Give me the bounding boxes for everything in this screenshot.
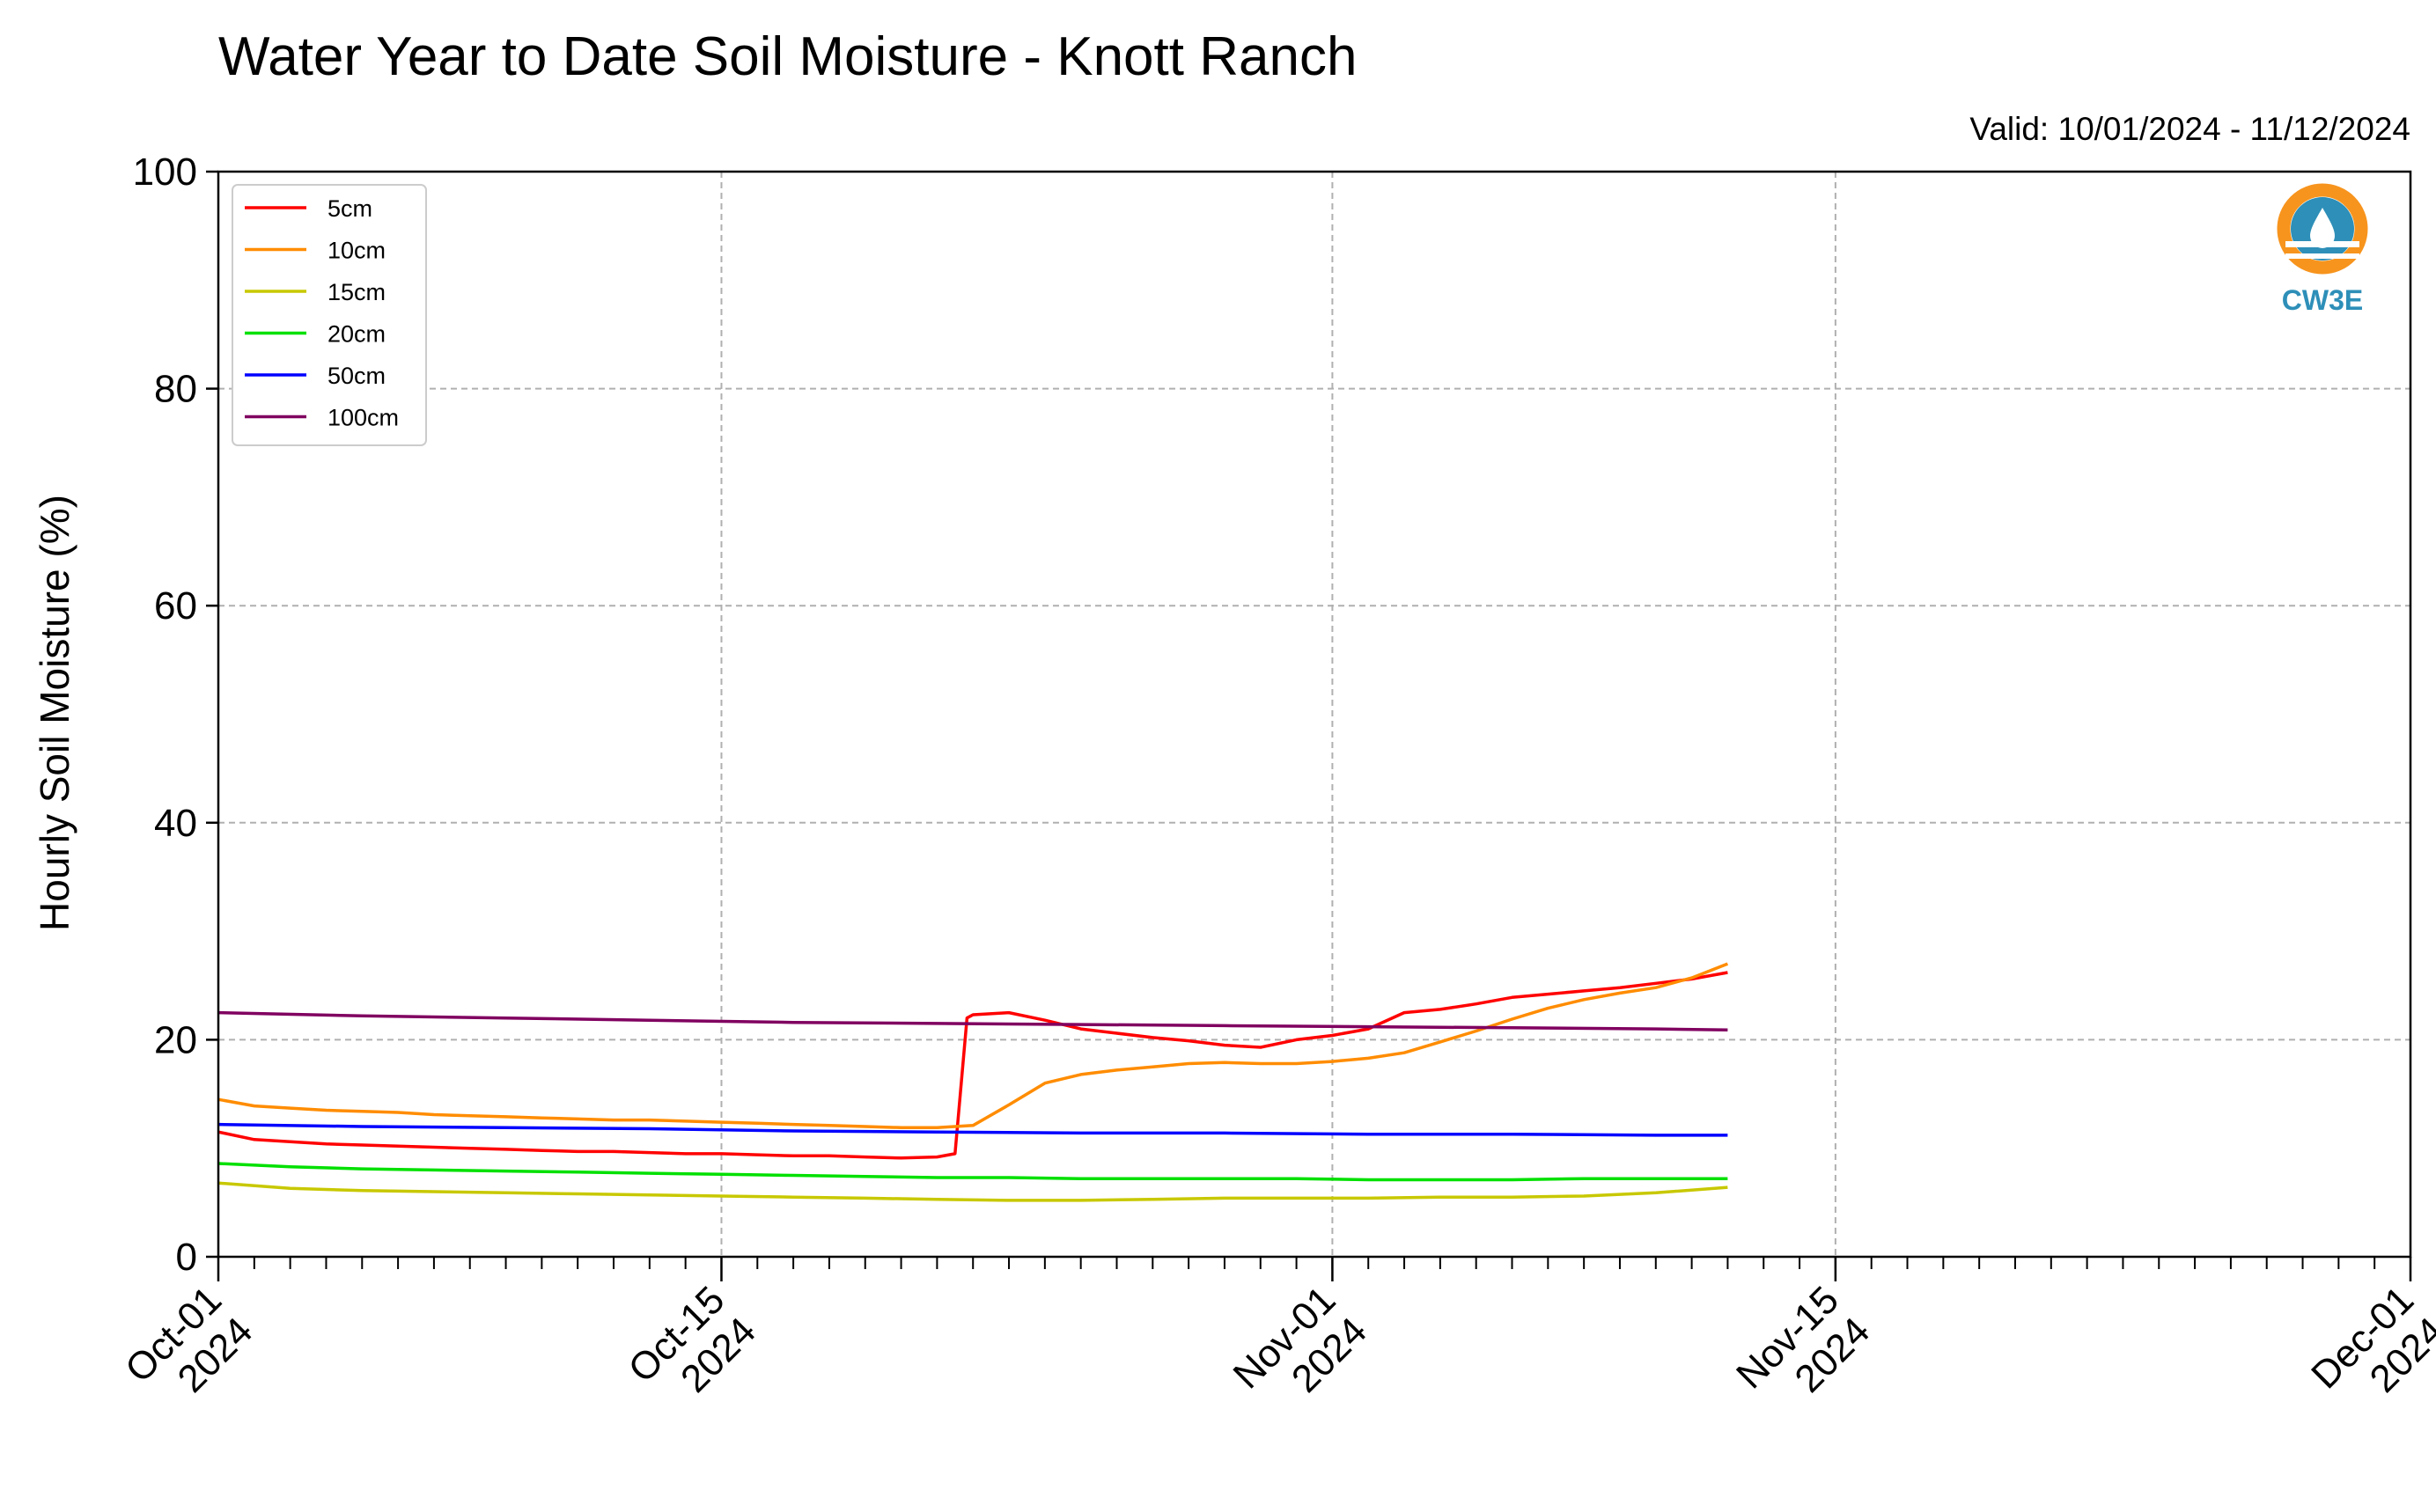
y-tick-label: 0 <box>176 1236 197 1279</box>
grid-lines <box>217 171 2411 1258</box>
valid-range-label: Valid: 10/01/2024 - 11/12/2024 <box>1969 111 2410 147</box>
series-lines <box>217 962 1729 1202</box>
series-line-5cm <box>217 971 1728 1160</box>
cw3e-logo-icon <box>2277 183 2368 275</box>
legend-label-50cm: 50cm <box>327 363 386 389</box>
legend-label-15cm: 15cm <box>327 279 386 305</box>
y-tick-label: 20 <box>154 1018 197 1061</box>
series-line-10cm <box>217 962 1729 1130</box>
cw3e-logo-text: CW3E <box>2282 284 2363 316</box>
series-line-20cm <box>217 1162 1728 1182</box>
cw3e-logo: CW3E <box>2277 183 2368 316</box>
y-tick-label: 40 <box>154 802 197 845</box>
legend-label-10cm: 10cm <box>327 238 386 264</box>
y-tick-label: 80 <box>154 368 197 411</box>
y-axis-label: Hourly Soil Moisture (%) <box>32 495 77 931</box>
legend: 5cm 10cm 15cm 20cm 50cm 100cm <box>232 184 427 446</box>
axes <box>217 170 2412 1269</box>
series-line-100cm <box>217 1010 1728 1032</box>
series-line-15cm <box>217 1181 1728 1202</box>
series-line-50cm <box>217 1122 1728 1137</box>
legend-label-100cm: 100cm <box>327 405 399 431</box>
legend-label-20cm: 20cm <box>327 321 386 348</box>
y-tick-label: 60 <box>154 584 197 628</box>
y-tick-label: 100 <box>133 150 197 194</box>
chart-title: Water Year to Date Soil Moisture - Knott… <box>218 26 1357 87</box>
y-axis-ticks: 0 20 40 60 80 100 <box>133 150 218 1279</box>
legend-label-5cm: 5cm <box>327 195 372 222</box>
plot-frame <box>217 170 2412 1259</box>
